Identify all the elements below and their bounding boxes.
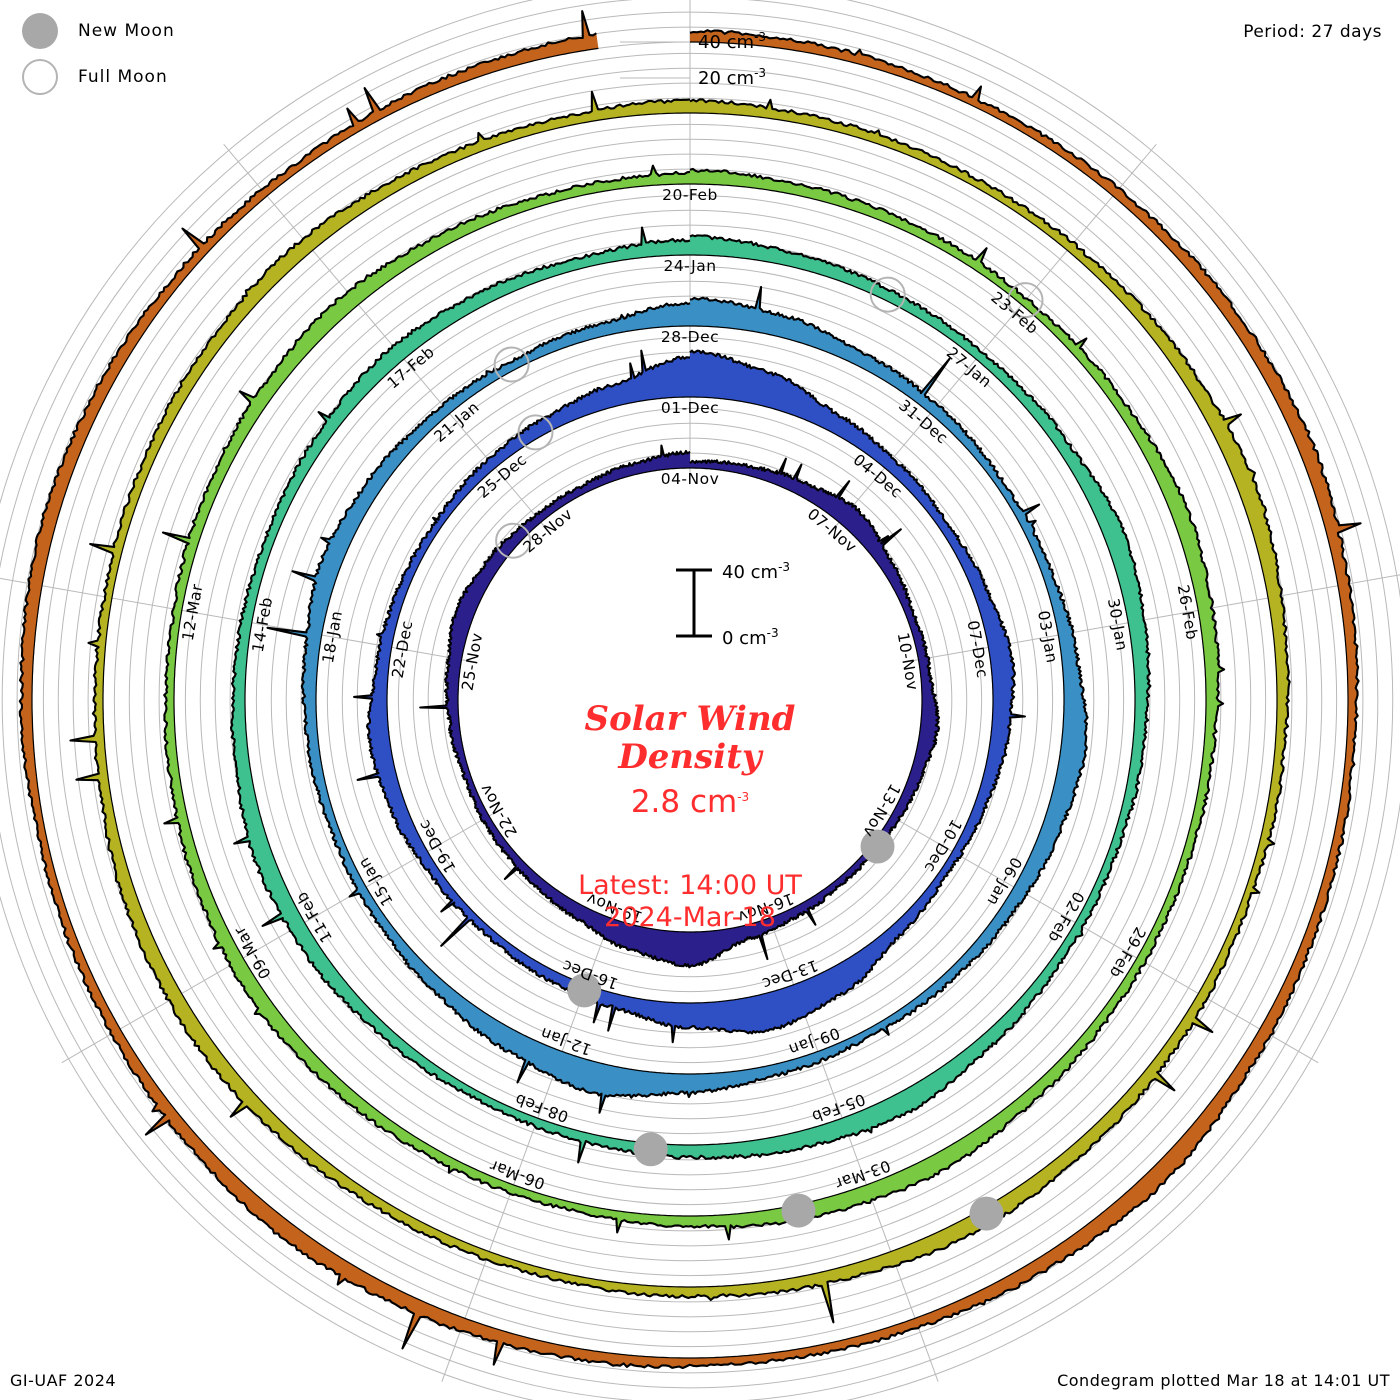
rotation-baseline	[173, 183, 1207, 1217]
rotation-baseline	[102, 112, 1278, 1288]
new-moon-marker	[860, 829, 895, 864]
rotation-baseline	[457, 467, 923, 933]
center-value: 2.8 cm-3	[631, 784, 749, 820]
axis-label-40: 40 cm-3	[698, 30, 766, 53]
moon-legend: New Moon Full Moon	[22, 8, 175, 100]
ring-date-label: 01-Dec	[661, 399, 719, 417]
full-moon-marker	[1007, 282, 1044, 319]
ring-date-label: 28-Dec	[661, 328, 719, 346]
ring-date-label: 24-Jan	[663, 257, 716, 275]
new-moon-marker	[969, 1196, 1004, 1231]
rotation-baseline	[315, 325, 1065, 1075]
rotation-baseline	[244, 254, 1136, 1146]
axis-label-20: 20 cm-3	[698, 66, 766, 89]
rotation-trace-line	[69, 90, 1291, 1324]
center-title-line1: Solar Wind	[585, 699, 796, 739]
center-title-line2: Density	[617, 737, 764, 777]
full-moon-marker	[517, 414, 554, 451]
data-series-layer	[18, 10, 1362, 1370]
scale-bar: 40 cm-3 0 cm-3	[676, 560, 790, 649]
full-moon-marker	[493, 346, 530, 383]
rotation-trace-line	[229, 226, 1152, 1164]
full-moon-icon	[22, 59, 58, 95]
rotation-baseline	[386, 396, 994, 1004]
period-label: Period: 27 days	[1243, 22, 1382, 42]
center-latest-date: 2024-Mar-18	[604, 902, 776, 933]
scale-bar-top-label: 40 cm-3	[722, 560, 790, 583]
rotation-baseline	[31, 41, 1349, 1359]
legend-item-new-moon: New Moon	[22, 8, 175, 54]
rotation-trace-line	[419, 444, 941, 969]
ring-date-label: 04-Nov	[661, 470, 720, 488]
new-moon-marker	[633, 1132, 668, 1167]
new-moon-icon	[22, 13, 58, 49]
rotation-trace-line	[353, 349, 1026, 1044]
moon-marker-layer	[493, 276, 1044, 1231]
legend-label-new-moon: New Moon	[78, 21, 175, 41]
copyright-label: GI-UAF 2024	[10, 1371, 117, 1390]
full-moon-marker	[869, 276, 906, 313]
rotation-trace-line	[161, 164, 1226, 1241]
plot-timestamp-label: Condegram plotted Mar 18 at 14:01 UT	[1057, 1371, 1390, 1390]
center-latest-time: Latest: 14:00 UT	[578, 870, 802, 901]
scale-bar-bottom-label: 0 cm-3	[722, 626, 779, 649]
ring-date-label-layer: 04-Nov07-Nov10-Nov13-Nov16-Nov19-Nov22-N…	[179, 186, 1201, 1193]
new-moon-marker	[567, 973, 602, 1008]
outer-axis-labels: 40 cm-3 20 cm-3	[620, 30, 766, 89]
rotation-trace-line	[266, 285, 1089, 1114]
full-moon-marker	[495, 522, 532, 559]
legend-item-full-moon: Full Moon	[22, 54, 175, 100]
legend-label-full-moon: Full Moon	[78, 67, 168, 87]
center-readout: Solar Wind Density 2.8 cm-3 Latest: 14:0…	[578, 699, 802, 933]
rotation-trace-line	[18, 10, 1362, 1370]
ring-date-label: 20-Feb	[662, 186, 718, 204]
new-moon-marker	[781, 1193, 816, 1228]
